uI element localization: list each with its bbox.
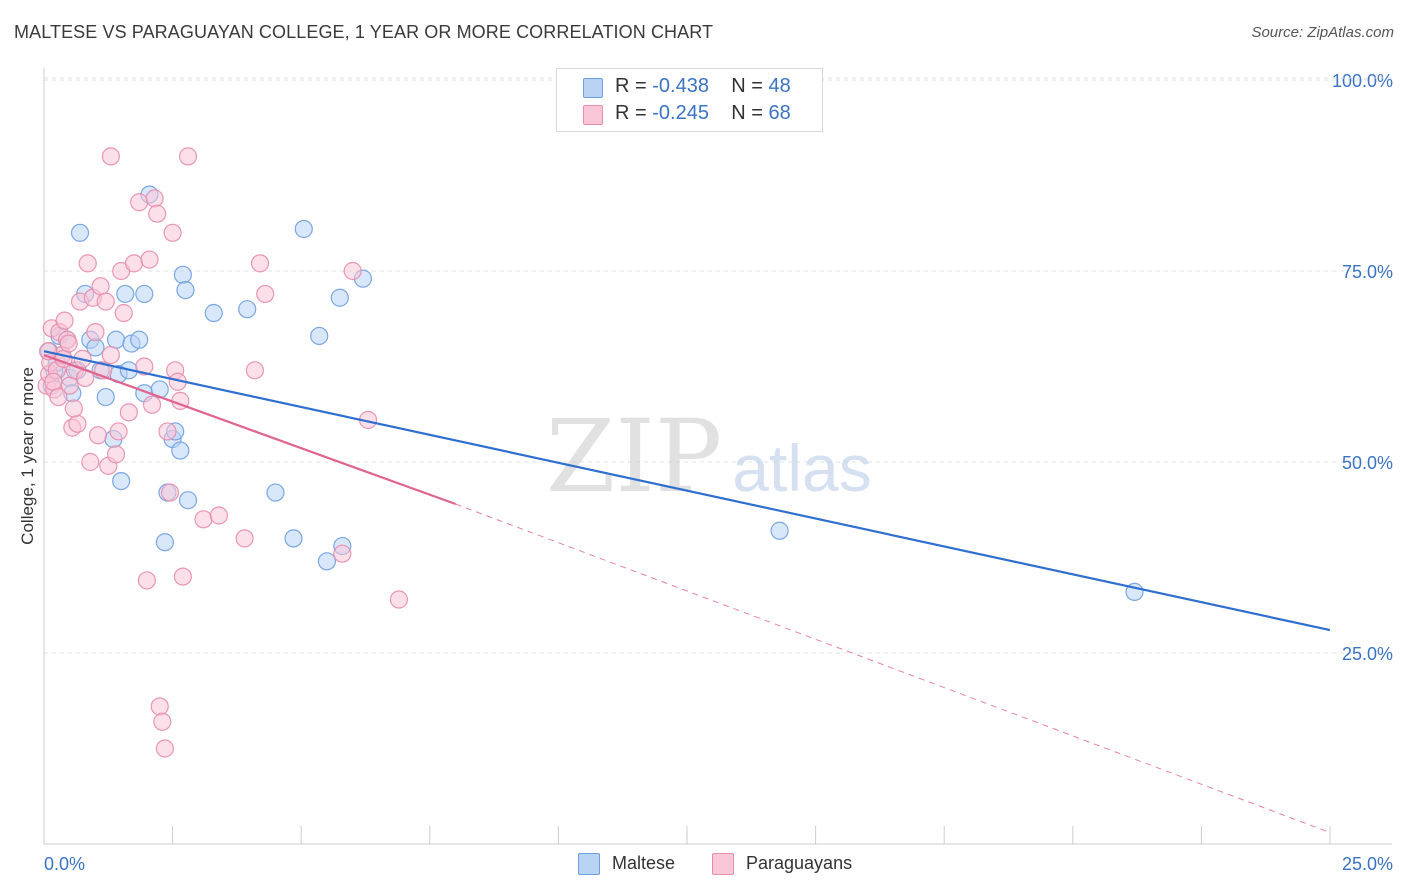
paraguayan-point [155, 739, 174, 758]
paraguayan-point [64, 399, 83, 418]
maltese-legend-label: Maltese [612, 853, 676, 873]
watermark-zip: ZIP [546, 398, 722, 515]
maltese-n-value: 48 [768, 75, 791, 97]
maltese-point [112, 472, 131, 491]
maltese-point [96, 387, 115, 407]
paraguayan-point [59, 334, 78, 353]
maltese-point [204, 303, 223, 323]
watermark-atlas: atlas [732, 431, 871, 505]
maltese-r-value: -0.438 [652, 75, 709, 97]
paraguayan-point [44, 372, 63, 391]
y-tick-label: 25.0% [1342, 644, 1393, 664]
stats-legend: R = -0.438 N = 48 R = -0.245 N = 68 [556, 68, 823, 132]
paraguayans-legend-label: Paraguayans [746, 853, 853, 873]
maltese-point [770, 521, 789, 540]
maltese-point [70, 223, 90, 242]
paraguayan-point [124, 254, 144, 273]
maltese-point [173, 265, 192, 284]
paraguayan-point [55, 311, 74, 330]
maltese-point [310, 326, 329, 346]
paraguayan-point [68, 414, 87, 433]
paraguayan-point [250, 254, 270, 273]
x-tick-label: 0.0% [44, 854, 85, 874]
paraguayan-point [235, 529, 254, 548]
paraguayans-n-value: 68 [768, 102, 791, 124]
paraguayan-point [101, 345, 120, 365]
y-tick-label: 50.0% [1342, 453, 1393, 473]
paraguayan-point [91, 277, 110, 296]
paraguayans-legend-swatch [712, 853, 734, 875]
paraguayan-point [78, 254, 97, 273]
paraguayan-point [256, 284, 275, 304]
r-label: R = [615, 75, 647, 97]
maltese-point [130, 330, 149, 349]
paraguayan-point [150, 697, 169, 716]
paraguayan-point [49, 387, 68, 407]
paraguayan-point [130, 193, 149, 212]
paraguayan-point [158, 422, 177, 441]
maltese-swatch [583, 78, 603, 98]
paraguayan-point [148, 204, 167, 223]
maltese-point [135, 284, 154, 304]
paraguayan-point [119, 403, 138, 422]
paraguayan-point [140, 250, 159, 269]
maltese-point [106, 330, 126, 349]
maltese-point [284, 529, 303, 548]
paraguayan-point [86, 323, 105, 342]
paraguayan-point [333, 544, 352, 563]
paraguayan-point [135, 357, 154, 376]
paraguayan-point [194, 510, 213, 529]
y-tick-label: 75.0% [1342, 262, 1393, 282]
paraguayan-point [114, 303, 133, 323]
x-tick-label: 25.0% [1342, 854, 1393, 874]
paraguayan-point [145, 189, 164, 208]
paraguayan-point [96, 292, 115, 311]
maltese-point [330, 288, 349, 307]
r-label: R = [615, 102, 647, 124]
paraguayan-point [153, 712, 172, 731]
paraguayan-point [160, 483, 180, 502]
n-label: N = [731, 75, 763, 97]
n-label: N = [731, 102, 763, 124]
paraguayan-point [245, 361, 265, 380]
paraguayan-point [142, 395, 162, 414]
maltese-point [171, 441, 190, 460]
maltese-point [266, 483, 285, 502]
paraguayan-point [137, 571, 156, 590]
paraguayan-point [343, 261, 362, 281]
maltese-point [294, 219, 313, 239]
paraguayan-point [106, 445, 126, 464]
maltese-point [238, 300, 257, 319]
maltese-point [176, 281, 195, 300]
maltese-point [155, 533, 174, 552]
paraguayan-point [101, 147, 120, 166]
paraguayan-point [389, 590, 409, 609]
paraguayan-trend-line [43, 354, 456, 506]
maltese-trend-line [43, 350, 1331, 632]
maltese-point [116, 284, 135, 304]
paraguayans-r-value: -0.245 [652, 102, 709, 124]
paraguayan-point [163, 223, 182, 242]
chart-title: MALTESE VS PARAGUAYAN COLLEGE, 1 YEAR OR… [14, 22, 714, 42]
paraguayan-point [109, 422, 128, 441]
y-tick-label: 100.0% [1332, 71, 1393, 91]
maltese-point [178, 491, 198, 510]
paraguayan-point [209, 506, 228, 525]
paraguayan-point [88, 426, 108, 445]
paraguayan-point [178, 147, 198, 166]
paraguayan-point [81, 452, 100, 472]
chart-source: Source: ZipAtlas.com [1251, 24, 1394, 41]
paraguayans-swatch [583, 105, 603, 125]
paraguayan-point [173, 567, 192, 586]
maltese-legend-swatch [578, 853, 600, 875]
paraguayan-trend-extension [455, 503, 1331, 834]
maltese-point [317, 552, 337, 571]
